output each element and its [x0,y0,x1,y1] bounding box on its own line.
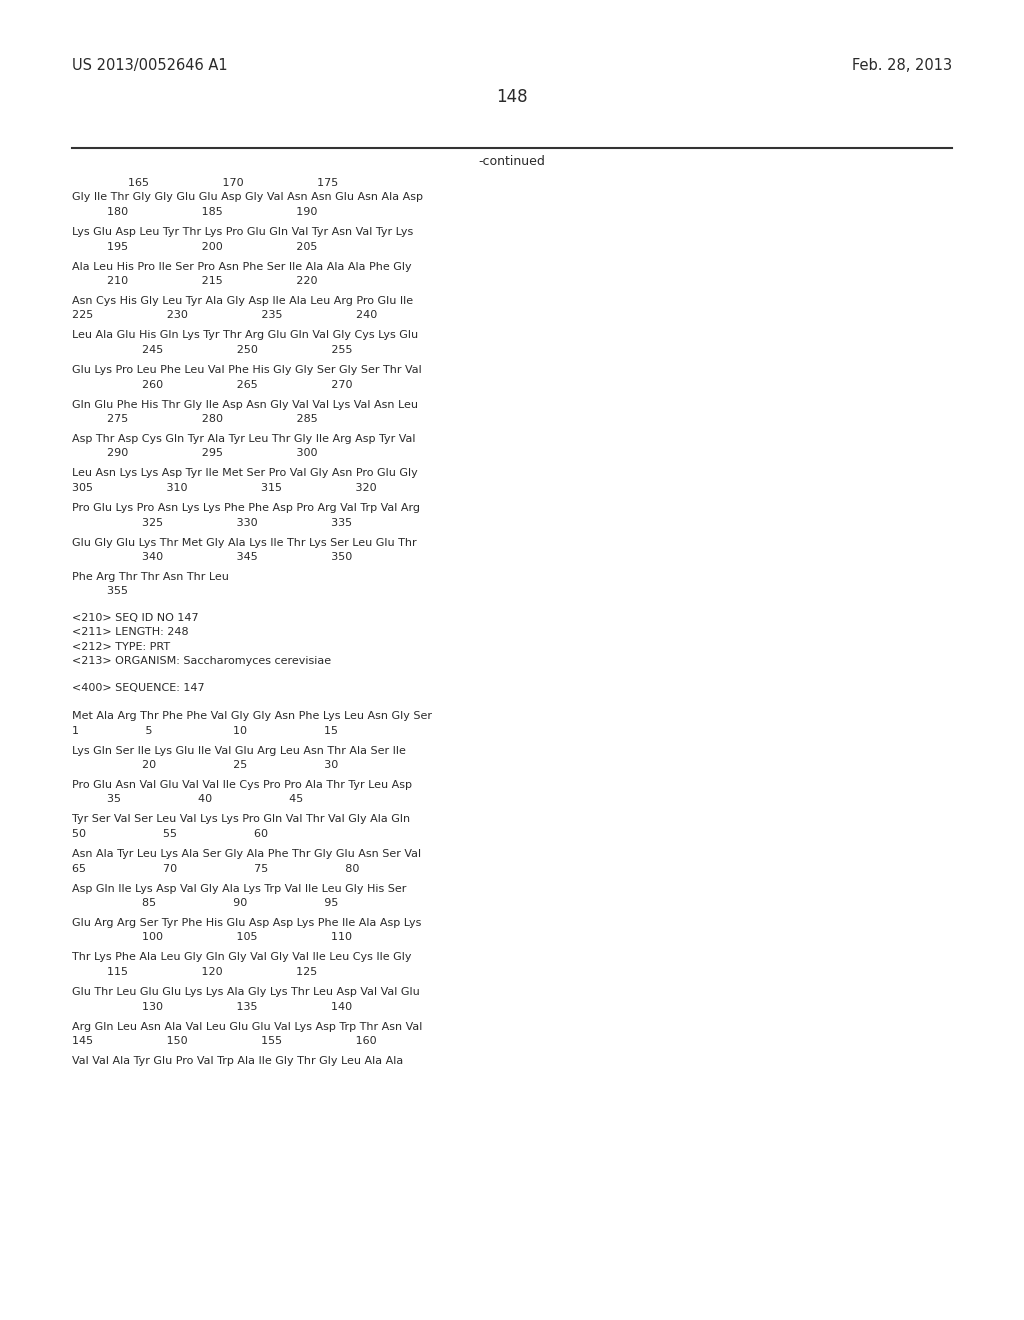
Text: Leu Ala Glu His Gln Lys Tyr Thr Arg Glu Gln Val Gly Cys Lys Glu: Leu Ala Glu His Gln Lys Tyr Thr Arg Glu … [72,330,418,341]
Text: 245                     250                     255: 245 250 255 [72,345,352,355]
Text: Asp Gln Ile Lys Asp Val Gly Ala Lys Trp Val Ile Leu Gly His Ser: Asp Gln Ile Lys Asp Val Gly Ala Lys Trp … [72,883,407,894]
Text: 305                     310                     315                     320: 305 310 315 320 [72,483,377,492]
Text: Asn Ala Tyr Leu Lys Ala Ser Gly Ala Phe Thr Gly Glu Asn Ser Val: Asn Ala Tyr Leu Lys Ala Ser Gly Ala Phe … [72,849,421,859]
Text: <210> SEQ ID NO 147: <210> SEQ ID NO 147 [72,612,199,623]
Text: Leu Asn Lys Lys Asp Tyr Ile Met Ser Pro Val Gly Asn Pro Glu Gly: Leu Asn Lys Lys Asp Tyr Ile Met Ser Pro … [72,469,418,479]
Text: 225                     230                     235                     240: 225 230 235 240 [72,310,377,321]
Text: <213> ORGANISM: Saccharomyces cerevisiae: <213> ORGANISM: Saccharomyces cerevisiae [72,656,331,667]
Text: Thr Lys Phe Ala Leu Gly Gln Gly Val Gly Val Ile Leu Cys Ile Gly: Thr Lys Phe Ala Leu Gly Gln Gly Val Gly … [72,953,412,962]
Text: Glu Arg Arg Ser Tyr Phe His Glu Asp Asp Lys Phe Ile Ala Asp Lys: Glu Arg Arg Ser Tyr Phe His Glu Asp Asp … [72,917,421,928]
Text: 130                     135                     140: 130 135 140 [72,1002,352,1011]
Text: Glu Lys Pro Leu Phe Leu Val Phe His Gly Gly Ser Gly Ser Thr Val: Glu Lys Pro Leu Phe Leu Val Phe His Gly … [72,366,422,375]
Text: 50                      55                      60: 50 55 60 [72,829,268,840]
Text: Arg Gln Leu Asn Ala Val Leu Glu Glu Val Lys Asp Trp Thr Asn Val: Arg Gln Leu Asn Ala Val Leu Glu Glu Val … [72,1022,422,1031]
Text: <212> TYPE: PRT: <212> TYPE: PRT [72,642,170,652]
Text: <400> SEQUENCE: 147: <400> SEQUENCE: 147 [72,684,205,693]
Text: US 2013/0052646 A1: US 2013/0052646 A1 [72,58,227,73]
Text: 85                      90                      95: 85 90 95 [72,898,338,908]
Text: Pro Glu Lys Pro Asn Lys Lys Phe Phe Asp Pro Arg Val Trp Val Arg: Pro Glu Lys Pro Asn Lys Lys Phe Phe Asp … [72,503,420,513]
Text: Glu Thr Leu Glu Glu Lys Lys Ala Gly Lys Thr Leu Asp Val Val Glu: Glu Thr Leu Glu Glu Lys Lys Ala Gly Lys … [72,987,420,997]
Text: 180                     185                     190: 180 185 190 [72,207,317,216]
Text: Gln Glu Phe His Thr Gly Ile Asp Asn Gly Val Val Lys Val Asn Leu: Gln Glu Phe His Thr Gly Ile Asp Asn Gly … [72,400,418,409]
Text: 260                     265                     270: 260 265 270 [72,380,352,389]
Text: 210                     215                     220: 210 215 220 [72,276,317,286]
Text: 145                     150                     155                     160: 145 150 155 160 [72,1036,377,1045]
Text: 1                   5                       10                      15: 1 5 10 15 [72,726,338,735]
Text: 115                     120                     125: 115 120 125 [72,968,317,977]
Text: Gly Ile Thr Gly Gly Glu Glu Asp Gly Val Asn Asn Glu Asn Ala Asp: Gly Ile Thr Gly Gly Glu Glu Asp Gly Val … [72,193,423,202]
Text: 355: 355 [72,586,128,597]
Text: 195                     200                     205: 195 200 205 [72,242,317,252]
Text: Asp Thr Asp Cys Gln Tyr Ala Tyr Leu Thr Gly Ile Arg Asp Tyr Val: Asp Thr Asp Cys Gln Tyr Ala Tyr Leu Thr … [72,434,416,444]
Text: 290                     295                     300: 290 295 300 [72,449,317,458]
Text: 325                     330                     335: 325 330 335 [72,517,352,528]
Text: Pro Glu Asn Val Glu Val Val Ile Cys Pro Pro Ala Thr Tyr Leu Asp: Pro Glu Asn Val Glu Val Val Ile Cys Pro … [72,780,412,789]
Text: 165                     170                     175: 165 170 175 [72,178,338,187]
Text: Asn Cys His Gly Leu Tyr Ala Gly Asp Ile Ala Leu Arg Pro Glu Ile: Asn Cys His Gly Leu Tyr Ala Gly Asp Ile … [72,296,413,306]
Text: Ala Leu His Pro Ile Ser Pro Asn Phe Ser Ile Ala Ala Ala Phe Gly: Ala Leu His Pro Ile Ser Pro Asn Phe Ser … [72,261,412,272]
Text: 20                      25                      30: 20 25 30 [72,760,338,770]
Text: Phe Arg Thr Thr Asn Thr Leu: Phe Arg Thr Thr Asn Thr Leu [72,572,229,582]
Text: 100                     105                     110: 100 105 110 [72,932,352,942]
Text: Val Val Ala Tyr Glu Pro Val Trp Ala Ile Gly Thr Gly Leu Ala Ala: Val Val Ala Tyr Glu Pro Val Trp Ala Ile … [72,1056,403,1067]
Text: 35                      40                      45: 35 40 45 [72,795,303,804]
Text: 275                     280                     285: 275 280 285 [72,414,317,424]
Text: Tyr Ser Val Ser Leu Val Lys Lys Pro Gln Val Thr Val Gly Ala Gln: Tyr Ser Val Ser Leu Val Lys Lys Pro Gln … [72,814,411,825]
Text: Feb. 28, 2013: Feb. 28, 2013 [852,58,952,73]
Text: <211> LENGTH: 248: <211> LENGTH: 248 [72,627,188,638]
Text: Glu Gly Glu Lys Thr Met Gly Ala Lys Ile Thr Lys Ser Leu Glu Thr: Glu Gly Glu Lys Thr Met Gly Ala Lys Ile … [72,537,417,548]
Text: Lys Glu Asp Leu Tyr Thr Lys Pro Glu Gln Val Tyr Asn Val Tyr Lys: Lys Glu Asp Leu Tyr Thr Lys Pro Glu Gln … [72,227,414,238]
Text: Met Ala Arg Thr Phe Phe Val Gly Gly Asn Phe Lys Leu Asn Gly Ser: Met Ala Arg Thr Phe Phe Val Gly Gly Asn … [72,711,432,721]
Text: 340                     345                     350: 340 345 350 [72,552,352,562]
Text: 65                      70                      75                      80: 65 70 75 80 [72,863,359,874]
Text: 148: 148 [497,88,527,106]
Text: -continued: -continued [478,154,546,168]
Text: Lys Gln Ser Ile Lys Glu Ile Val Glu Arg Leu Asn Thr Ala Ser Ile: Lys Gln Ser Ile Lys Glu Ile Val Glu Arg … [72,746,406,755]
